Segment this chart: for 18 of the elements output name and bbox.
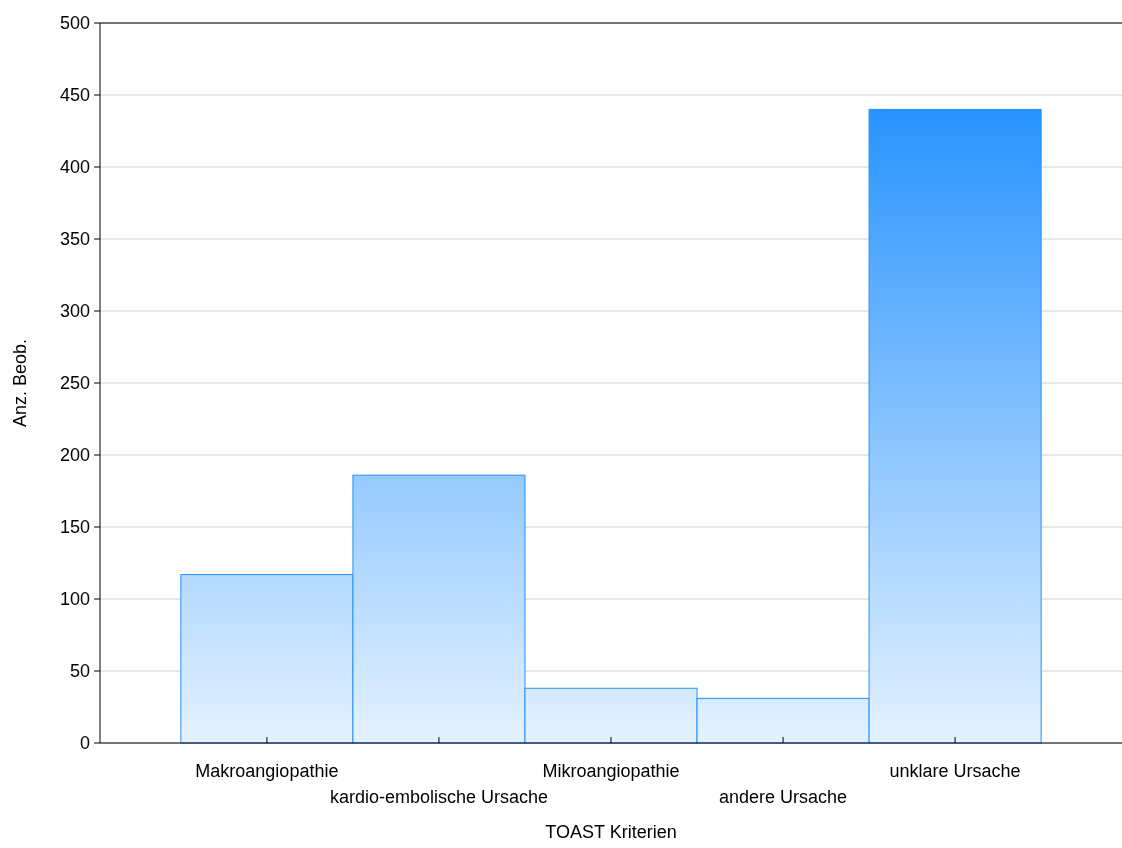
x-tick-label: Mikroangiopathie <box>542 761 680 781</box>
y-axis-title: Anz. Beob. <box>10 338 30 428</box>
x-axis-title: TOAST Kriterien <box>545 822 677 842</box>
y-tick-label: 150 <box>59 517 90 538</box>
y-tick-label: 200 <box>59 445 90 466</box>
y-tick-label: 450 <box>59 85 90 106</box>
y-tick-label: 50 <box>69 661 90 682</box>
y-tick-label: 400 <box>59 157 90 178</box>
x-tick-label: Makroangiopathie <box>195 761 339 781</box>
y-tick-label: 500 <box>59 13 90 34</box>
y-tick-label: 0 <box>79 733 90 754</box>
x-tick-label: kardio-embolische Ursache <box>329 787 548 807</box>
y-tick-label: 300 <box>59 301 90 322</box>
y-tick-label: 100 <box>59 589 90 610</box>
x-tick-label: unklare Ursache <box>889 761 1021 781</box>
y-tick-label: 350 <box>59 229 90 250</box>
y-tick-label: 250 <box>59 373 90 394</box>
x-tick-label: andere Ursache <box>719 787 848 807</box>
